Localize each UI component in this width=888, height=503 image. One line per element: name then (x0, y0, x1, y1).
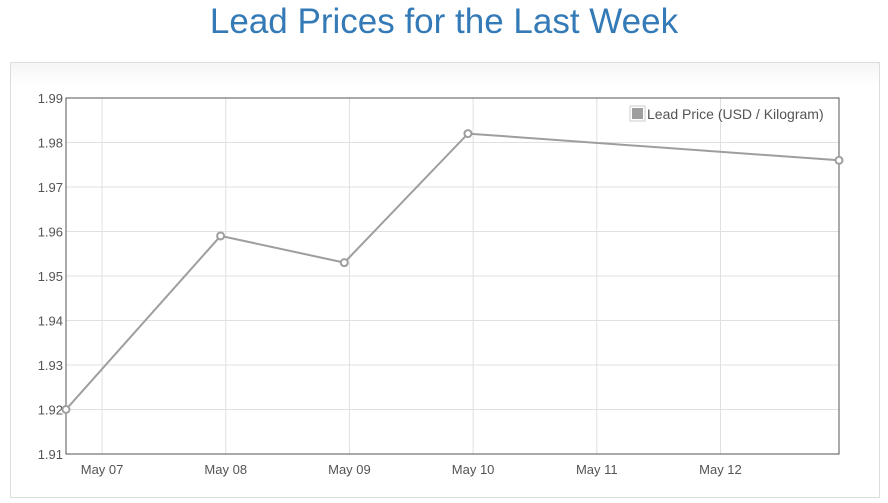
y-tick-label: 1.94 (38, 314, 63, 329)
chart-panel: 1.91 1.92 1.93 1.94 1.95 1.96 1.97 1.98 1.99 May… (10, 62, 880, 498)
grid-lines (66, 98, 839, 454)
line-chart: 1.91 1.92 1.93 1.94 1.95 1.96 1.97 1.98 1.99 May… (38, 91, 844, 477)
x-tick-label: May 08 (204, 462, 247, 477)
data-point (339, 258, 349, 268)
y-tick-label: 1.97 (38, 180, 63, 195)
page-title: Lead Prices for the Last Week (209, 2, 679, 41)
y-tick-label: 1.91 (38, 447, 63, 462)
series-layer (61, 129, 844, 414)
y-tick-label: 1.93 (38, 358, 63, 373)
x-tick-label: May 07 (81, 462, 124, 477)
y-tick-label: 1.92 (38, 403, 63, 418)
legend-swatch (632, 108, 643, 119)
y-tick-label: 1.96 (38, 225, 63, 240)
x-axis-ticks: May 07 May 08 May 09 May 10 May 11 May 12 (81, 462, 742, 477)
legend-label: Lead Price (USD / Kilogram) (647, 106, 824, 122)
data-point (61, 405, 71, 414)
y-tick-label: 1.98 (38, 136, 63, 151)
data-point (216, 231, 226, 241)
data-point (834, 155, 844, 165)
legend: Lead Price (USD / Kilogram) (629, 105, 824, 122)
x-tick-label: May 10 (452, 462, 495, 477)
x-tick-label: May 12 (699, 462, 742, 477)
data-point (463, 129, 473, 139)
y-axis-ticks: 1.91 1.92 1.93 1.94 1.95 1.96 1.97 1.98 1.99 (38, 91, 63, 462)
x-tick-label: May 11 (576, 462, 618, 477)
y-tick-label: 1.99 (38, 91, 63, 106)
y-tick-label: 1.95 (38, 269, 63, 284)
plot-border (65, 97, 840, 455)
x-tick-label: May 09 (328, 462, 371, 477)
